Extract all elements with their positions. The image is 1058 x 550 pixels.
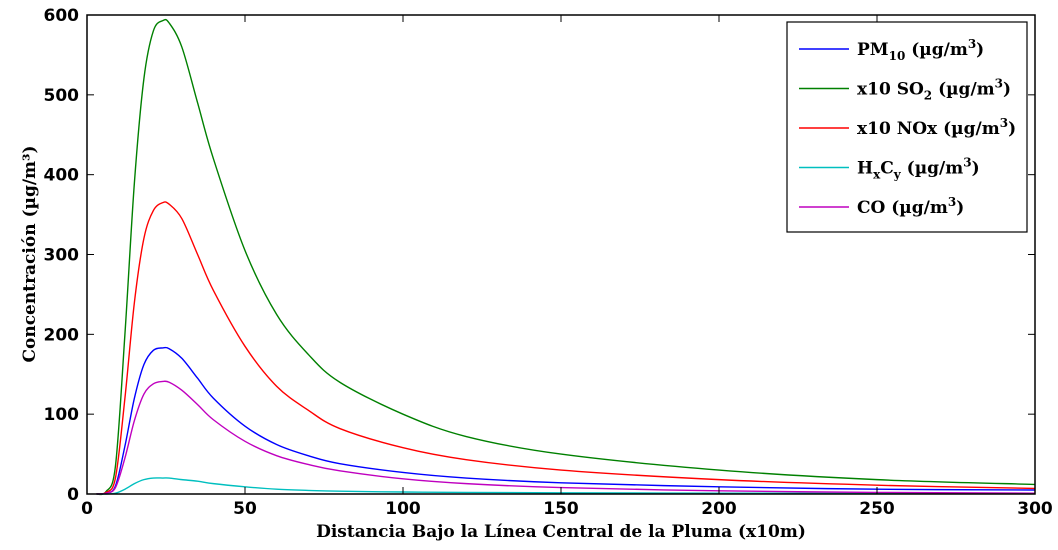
x-tick-label: 150 bbox=[543, 499, 579, 519]
y-tick-label: 300 bbox=[44, 246, 80, 266]
y-tick-label: 200 bbox=[44, 325, 80, 345]
x-tick-label: 250 bbox=[859, 499, 895, 519]
x-tick-label: 100 bbox=[385, 499, 421, 519]
legend-entry-4: CO (µg/m3) bbox=[857, 195, 964, 218]
x-axis-label: Distancia Bajo la Línea Central de la Pl… bbox=[316, 522, 806, 542]
y-tick-label: 500 bbox=[44, 86, 80, 106]
x-tick-label: 0 bbox=[81, 499, 93, 519]
y-tick-label: 100 bbox=[44, 405, 80, 425]
tick-layer: 0 50 100 150 200 250 300 0 100 200 300 400 500 600 bbox=[44, 6, 1053, 519]
legend: PM10 (µg/m3) x10 SO2 (µg/m3) x10 NOx (µg/m… bbox=[786, 21, 1028, 233]
legend-entry-1: x10 SO2 (µg/m3) bbox=[857, 77, 1011, 103]
series-line-2 bbox=[96, 201, 1036, 495]
y-tick-label: 0 bbox=[67, 485, 79, 505]
y-tick-label: 400 bbox=[44, 166, 80, 186]
legend-box bbox=[786, 21, 1028, 233]
x-tick-label: 50 bbox=[233, 499, 257, 519]
legend-entry-3: HxCy (µg/m3) bbox=[857, 156, 980, 182]
series-line-4 bbox=[96, 380, 1036, 495]
y-tick-label: 600 bbox=[44, 6, 80, 26]
legend-entry-2: x10 NOx (µg/m3) bbox=[857, 116, 1016, 139]
x-tick-label: 200 bbox=[701, 499, 737, 519]
legend-entry-0: PM10 (µg/m3) bbox=[857, 37, 984, 63]
series-line-0 bbox=[96, 346, 1036, 495]
series-layer bbox=[96, 18, 1036, 496]
y-axis-label: Concentración (µg/m³) bbox=[20, 145, 40, 362]
series-line-1 bbox=[96, 18, 1036, 496]
x-tick-label: 300 bbox=[1017, 499, 1053, 519]
series-line-3 bbox=[96, 477, 1036, 495]
